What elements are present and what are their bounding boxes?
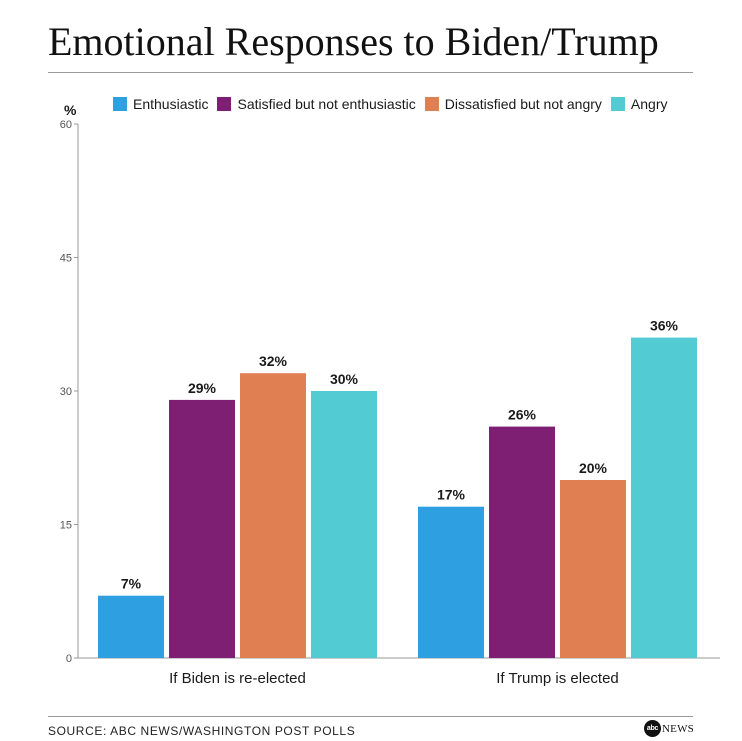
y-tick-label: 30 [60,386,72,398]
legend-swatch [217,97,232,111]
y-tick-label: 60 [60,119,72,131]
y-tick-label: 15 [60,520,72,532]
data-label: 20% [579,460,608,476]
data-label: 30% [330,371,359,387]
abc-news-logo: abc NEWS [644,720,694,737]
legend-item-enthusiastic: Enthusiastic [113,96,208,112]
logo-text: NEWS [662,722,694,735]
bar [169,399,235,658]
legend-label: Satisfied but not enthusiastic [237,96,416,112]
legend-swatch [113,97,127,111]
legend-label: Angry [630,96,668,112]
bar [560,480,626,658]
x-category-label: If Trump is elected [496,670,619,687]
abc-logo-icon: abc [644,720,661,737]
bar [311,391,377,658]
bar [240,373,306,658]
bar [98,595,164,658]
data-label: 32% [259,353,288,369]
chart-title: Emotional Responses to Biden/Trump [48,19,659,64]
title-divider [48,72,693,73]
data-label: 17% [437,487,466,503]
legend-swatch [610,97,625,111]
footer-divider [48,716,693,717]
y-tick-label: 45 [60,253,72,265]
data-label: 36% [650,318,679,334]
bar [489,426,555,658]
data-label: 26% [508,407,537,423]
y-unit-label: % [64,102,77,118]
x-category-label: If Biden is re-elected [169,670,306,687]
data-label: 7% [121,576,142,592]
bar [418,506,484,658]
legend-swatch [424,97,439,111]
data-label: 29% [188,380,217,396]
y-tick-label: 0 [66,653,72,665]
legend-item-satisfied: Satisfied but not enthusiastic [217,96,416,112]
legend-item-dissatisfied: Dissatisfied but not angry [424,96,602,112]
chart-legend: Enthusiastic Satisfied but not enthusias… [113,94,677,114]
legend-item-angry: Angry [610,96,668,112]
source-note: SOURCE: ABC NEWS/WASHINGTON POST POLLS [48,724,356,738]
legend-label: Enthusiastic [133,96,209,112]
legend-label: Dissatisfied but not angry [444,96,602,112]
bar [631,337,697,658]
